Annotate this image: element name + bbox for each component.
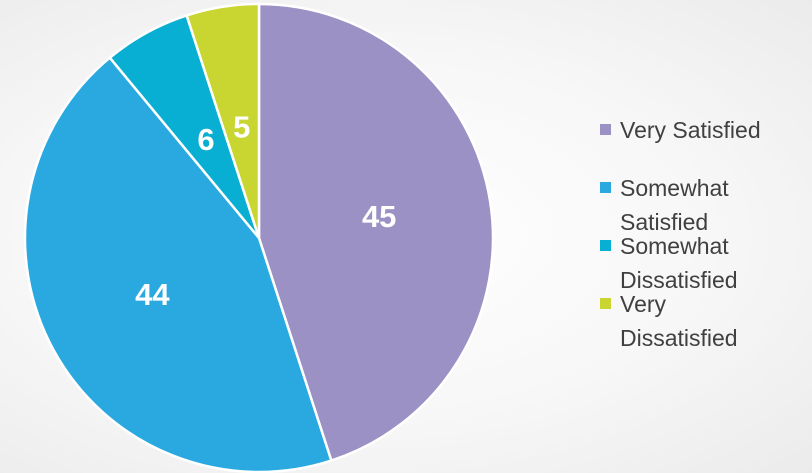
data-label: 45 [362,199,396,234]
legend-label: Very Satisfied [620,117,761,143]
data-label: 6 [197,122,214,157]
legend-item: Somewhat Dissatisfied [600,229,790,297]
legend-label: Somewhat Dissatisfied [620,233,738,293]
pie-slice [185,2,261,239]
data-label: 44 [135,277,170,312]
legend-item: Very Dissatisfied [600,287,790,355]
legend-swatch [600,182,611,193]
data-label: 5 [233,110,250,145]
legend-swatch [600,240,611,251]
pie-slice [23,55,333,473]
legend-swatch [600,124,611,135]
legend-swatch [600,298,611,309]
pie-slice [257,2,495,463]
legend-label: Somewhat Satisfied [620,175,729,235]
legend-label: Very Dissatisfied [620,291,738,351]
legend-item: Somewhat Satisfied [600,171,790,239]
legend-item: Very Satisfied [600,113,790,147]
